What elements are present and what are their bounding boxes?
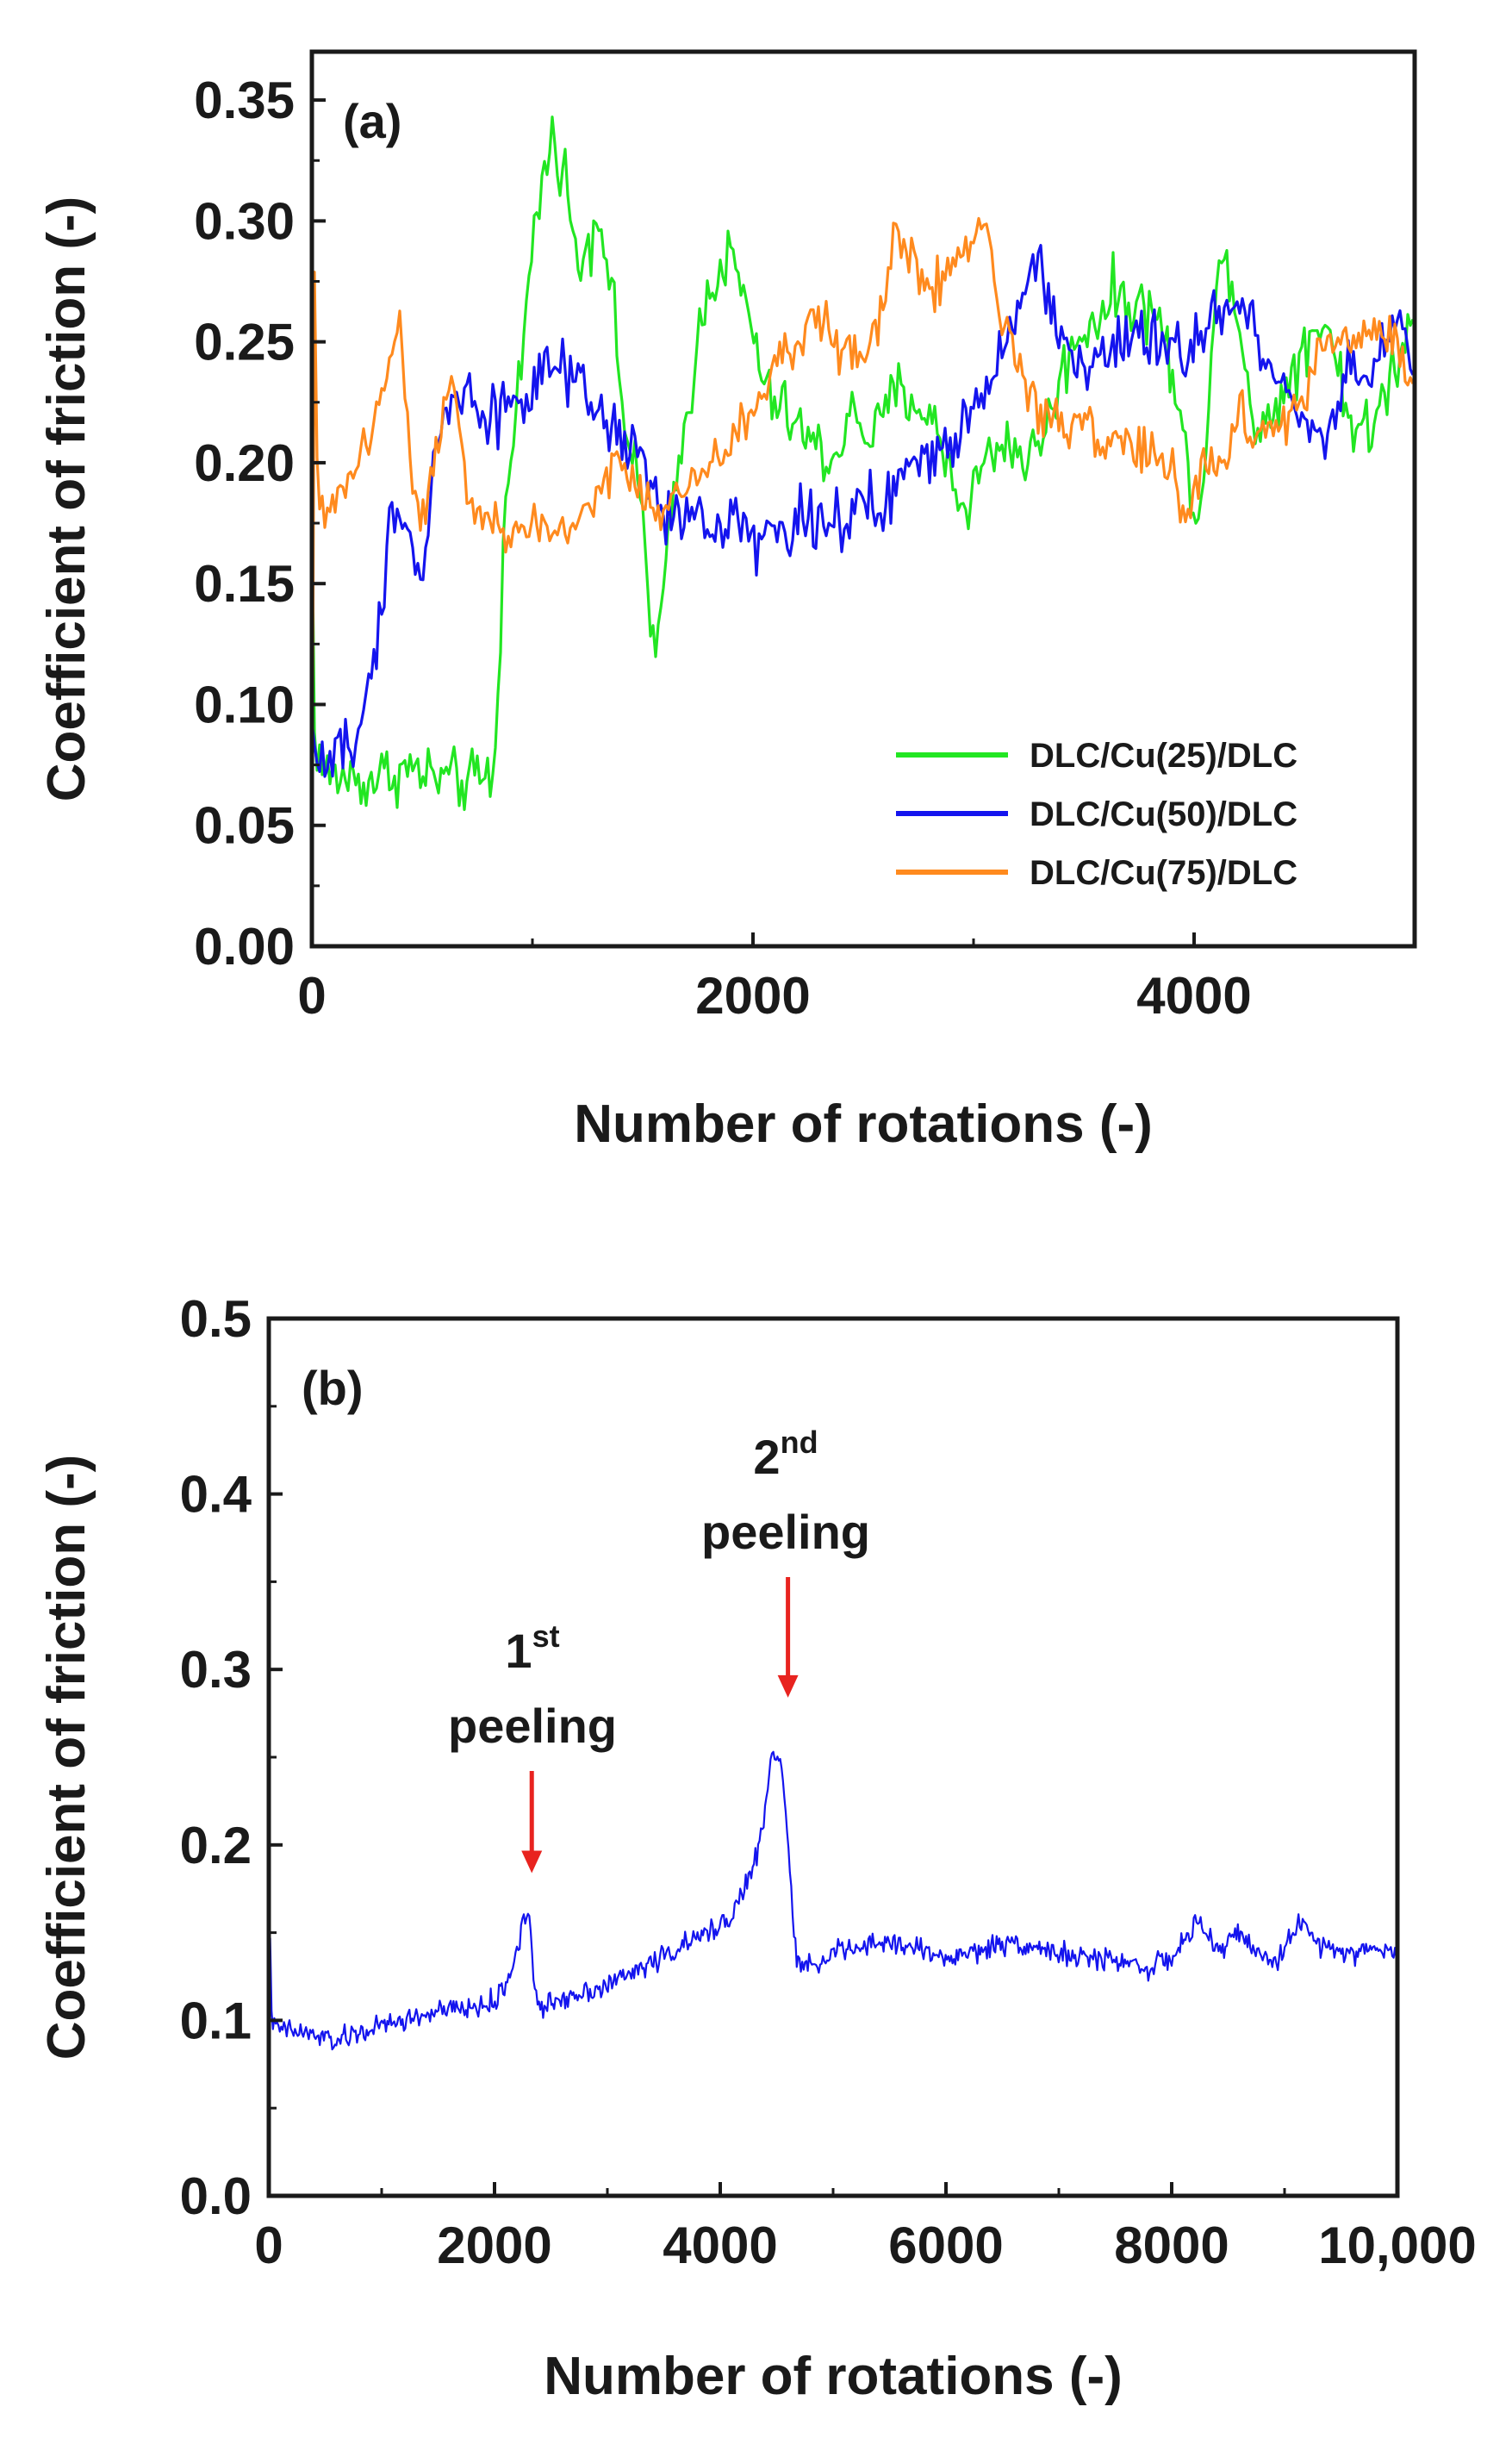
chart-b-y-tick-label: 0.5 bbox=[180, 1290, 252, 1348]
chart-a-y-tick-label: 0.00 bbox=[194, 918, 295, 976]
chart-a-y-tick-label: 0.35 bbox=[194, 72, 295, 129]
chart-b-y-tick-label: 0.0 bbox=[180, 2167, 252, 2225]
annotation-first-number: 1 bbox=[505, 1624, 532, 1678]
chart-b-y-axis-label: Coefficient of friction (-) bbox=[37, 1455, 96, 2061]
chart-b-x-tick-label: 2000 bbox=[437, 2217, 551, 2274]
chart-b-series bbox=[269, 1750, 1397, 2196]
legend-label-cu25: DLC/Cu(25)/DLC bbox=[1030, 737, 1297, 775]
chart-a-series bbox=[312, 115, 1415, 891]
chart-b-frame bbox=[266, 1316, 1400, 2198]
chart-a-series-line-1 bbox=[312, 115, 1415, 812]
chart-a: 0 2000 4000 0.00 0.05 0.10 0.15 0.20 0.25 0.30 0.3… bbox=[37, 49, 1417, 1154]
chart-b-x-axis-label: Number of rotations (-) bbox=[544, 2347, 1123, 2406]
chart-b-ticks: 0 2000 4000 6000 8000 10,000 0.0 0.1 0.2 0.3 0.4 0.… bbox=[180, 1290, 1477, 2274]
chart-b-y-tick-label: 0.3 bbox=[180, 1641, 252, 1699]
chart-a-panel-label: (a) bbox=[343, 94, 401, 148]
chart-a-ticks: 0 2000 4000 0.00 0.05 0.10 0.15 0.20 0.25 0.30 0.3… bbox=[194, 72, 1252, 1025]
chart-a-y-tick-label: 0.10 bbox=[194, 676, 295, 733]
annotation-first-suffix: st bbox=[532, 1618, 560, 1654]
chart-b: 0 2000 4000 6000 8000 10,000 0.0 0.1 0.2 0.3 0.4 0.… bbox=[37, 1290, 1477, 2406]
chart-b-y-tick-label: 0.1 bbox=[180, 1992, 252, 2049]
annotation-second-suffix: nd bbox=[781, 1425, 818, 1460]
chart-b-y-tick-label: 0.4 bbox=[180, 1466, 252, 1524]
chart-b-x-tick-label: 8000 bbox=[1114, 2217, 1229, 2274]
chart-b-x-tick-label: 0 bbox=[254, 2217, 283, 2274]
annotation-second-peeling: 2nd peeling bbox=[701, 1425, 870, 1698]
chart-b-x-tick-label: 4000 bbox=[663, 2217, 777, 2274]
chart-b-annotations: 1st peeling 2nd peeling bbox=[448, 1425, 870, 1874]
chart-a-legend: DLC/Cu(25)/DLC DLC/Cu(50)/DLC DLC/Cu(75)… bbox=[896, 737, 1297, 892]
chart-b-y-tick-label: 0.2 bbox=[180, 1817, 252, 1874]
annotation-first-peeling: 1st peeling bbox=[448, 1618, 617, 1874]
legend-label-cu75: DLC/Cu(75)/DLC bbox=[1030, 854, 1297, 892]
annotation-second-arrowhead bbox=[777, 1674, 799, 1698]
chart-a-y-tick-label: 0.05 bbox=[194, 797, 295, 855]
chart-a-y-tick-label: 0.30 bbox=[194, 192, 295, 250]
chart-a-x-axis-label: Number of rotations (-) bbox=[574, 1094, 1153, 1154]
chart-a-y-tick-label: 0.15 bbox=[194, 555, 295, 613]
svg-text:2nd: 2nd bbox=[753, 1425, 818, 1484]
svg-text:1st: 1st bbox=[505, 1618, 559, 1678]
chart-a-series-line-3 bbox=[312, 216, 1415, 891]
chart-a-frame bbox=[309, 49, 1417, 949]
chart-a-x-tick-label: 0 bbox=[297, 967, 326, 1025]
annotation-first-text: peeling bbox=[448, 1699, 617, 1753]
chart-b-x-tick-label: 10,000 bbox=[1318, 2217, 1477, 2274]
chart-b-panel-label: (b) bbox=[302, 1361, 364, 1415]
chart-b-series-line-1 bbox=[269, 1750, 1397, 2196]
chart-a-y-tick-label: 0.20 bbox=[194, 434, 295, 492]
chart-a-y-axis-label: Coefficient of friction (-) bbox=[37, 196, 96, 802]
chart-a-y-tick-label: 0.25 bbox=[194, 314, 295, 371]
chart-b-x-tick-label: 6000 bbox=[888, 2217, 1003, 2274]
annotation-second-text: peeling bbox=[701, 1505, 870, 1559]
annotation-first-arrowhead bbox=[521, 1850, 543, 1874]
annotation-second-number: 2 bbox=[753, 1430, 780, 1484]
chart-a-x-tick-label: 2000 bbox=[695, 967, 810, 1025]
chart-a-series-line-2 bbox=[312, 244, 1415, 778]
legend-label-cu50: DLC/Cu(50)/DLC bbox=[1030, 795, 1297, 833]
chart-a-x-tick-label: 4000 bbox=[1136, 967, 1251, 1025]
